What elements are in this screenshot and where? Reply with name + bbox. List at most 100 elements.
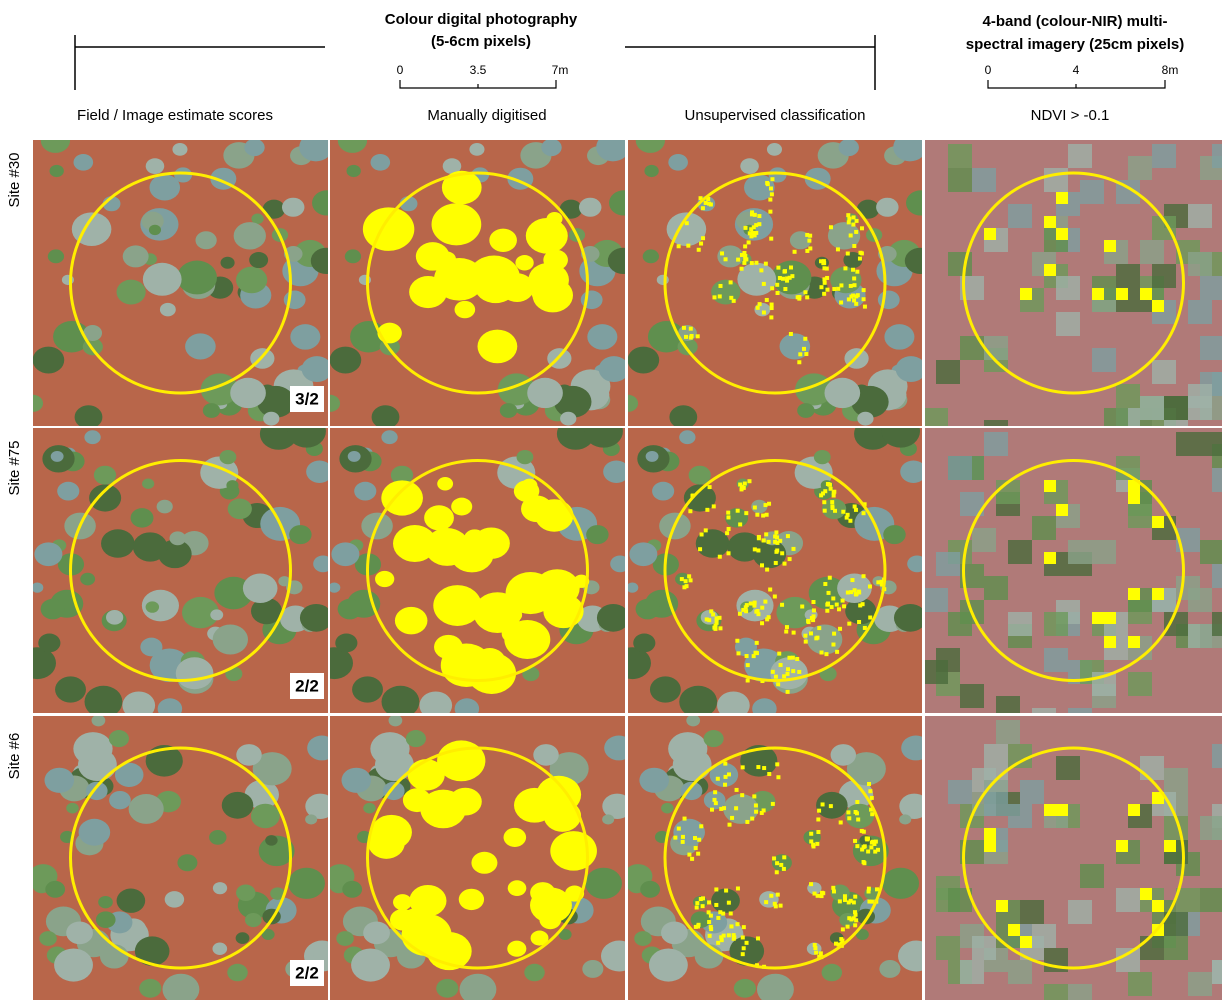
classified-pixel xyxy=(1128,636,1140,648)
classified-pixel xyxy=(823,281,827,285)
vegetation xyxy=(51,451,64,462)
vegetation xyxy=(348,451,361,462)
classified-pixel xyxy=(745,603,749,607)
classified-pixel xyxy=(825,267,829,271)
classified-pixel xyxy=(850,578,854,582)
classified-pixel xyxy=(690,857,694,861)
classified-pixel xyxy=(855,270,859,274)
classified-pixel xyxy=(1140,888,1152,900)
classified-pixel xyxy=(729,280,733,284)
classified-pixel xyxy=(838,627,842,631)
classified-pixel xyxy=(695,901,699,905)
classified-pixel xyxy=(822,277,826,281)
vegetation xyxy=(342,881,362,898)
classified-pixel xyxy=(760,606,764,610)
vegetation xyxy=(331,542,359,566)
vegetation xyxy=(610,949,627,963)
vegetation xyxy=(711,280,740,305)
classified-pixel xyxy=(791,547,795,551)
classified-pixel xyxy=(1104,636,1116,648)
classified-area xyxy=(400,608,422,627)
classified-pixel xyxy=(786,534,790,538)
classified-area xyxy=(375,571,394,587)
classified-pixel xyxy=(775,283,779,287)
classified-pixel xyxy=(854,230,858,234)
vegetation-pixel xyxy=(948,780,972,804)
vegetation-pixel xyxy=(1032,516,1056,540)
vegetation xyxy=(341,768,371,793)
classified-pixel xyxy=(854,302,858,306)
classified-area xyxy=(508,880,527,896)
image-panel xyxy=(924,428,1229,732)
classified-area xyxy=(434,635,463,659)
classified-pixel xyxy=(827,591,831,595)
classified-pixel xyxy=(716,941,720,945)
vegetation-pixel xyxy=(1056,756,1080,780)
vegetation xyxy=(336,931,354,946)
vegetation xyxy=(717,245,743,267)
classified-pixel xyxy=(756,548,760,552)
classified-pixel xyxy=(768,210,772,214)
classified-pixel xyxy=(773,540,777,544)
classified-pixel xyxy=(708,485,712,489)
vegetation-pixel xyxy=(1068,900,1092,924)
vegetation xyxy=(38,634,60,653)
vegetation-pixel xyxy=(1116,948,1140,972)
column-label: NDVI > -0.1 xyxy=(1031,107,1110,124)
classified-pixel xyxy=(714,624,718,628)
classified-pixel xyxy=(718,555,722,559)
classified-area xyxy=(471,852,497,874)
classified-pixel xyxy=(816,817,820,821)
vegetation-pixel xyxy=(1092,540,1116,564)
vegetation xyxy=(587,324,617,350)
vegetation xyxy=(633,634,655,653)
classified-pixel xyxy=(769,186,773,190)
classified-pixel xyxy=(861,602,865,606)
classified-pixel xyxy=(736,258,740,262)
vegetation xyxy=(907,555,927,572)
classified-area xyxy=(363,207,414,251)
vegetation xyxy=(289,525,311,544)
vegetation-pixel xyxy=(972,936,996,960)
classified-area xyxy=(444,223,460,236)
classified-pixel xyxy=(754,803,758,807)
classified-pixel xyxy=(1164,840,1176,852)
classified-pixel xyxy=(821,802,825,806)
vegetation-pixel xyxy=(972,168,996,192)
vegetation-pixel xyxy=(1140,936,1164,960)
classified-area xyxy=(522,479,538,492)
header-title: (5-6cm pixels) xyxy=(431,33,531,50)
classified-pixel xyxy=(744,257,748,261)
image-panel: 2/2 xyxy=(29,715,341,1000)
vegetation-pixel xyxy=(936,360,960,384)
classified-pixel xyxy=(726,515,730,519)
classified-area xyxy=(420,790,466,829)
vegetation-pixel xyxy=(1116,264,1140,288)
classified-pixel xyxy=(846,213,850,217)
image-panel xyxy=(924,140,1229,444)
score: 2/2 xyxy=(295,963,319,982)
vegetation xyxy=(245,913,262,927)
classified-pixel xyxy=(775,548,779,552)
classified-pixel xyxy=(766,182,770,186)
vegetation xyxy=(879,960,900,978)
vegetation xyxy=(129,794,164,824)
vegetation-pixel xyxy=(1152,264,1176,288)
classified-pixel xyxy=(752,225,756,229)
vegetation xyxy=(669,405,697,429)
vegetation-pixel xyxy=(1212,468,1229,492)
classified-pixel xyxy=(837,607,841,611)
vegetation xyxy=(236,744,261,766)
classified-pixel xyxy=(687,853,691,857)
classified-pixel xyxy=(770,306,774,310)
vegetation xyxy=(389,715,403,727)
classified-pixel xyxy=(1008,924,1020,936)
classified-pixel xyxy=(758,302,762,306)
vegetation-pixel xyxy=(1128,672,1152,696)
classified-pixel xyxy=(742,925,746,929)
classified-pixel xyxy=(856,817,860,821)
classified-pixel xyxy=(779,663,783,667)
vegetation xyxy=(884,324,914,350)
vegetation xyxy=(686,715,700,727)
classified-pixel xyxy=(788,557,792,561)
